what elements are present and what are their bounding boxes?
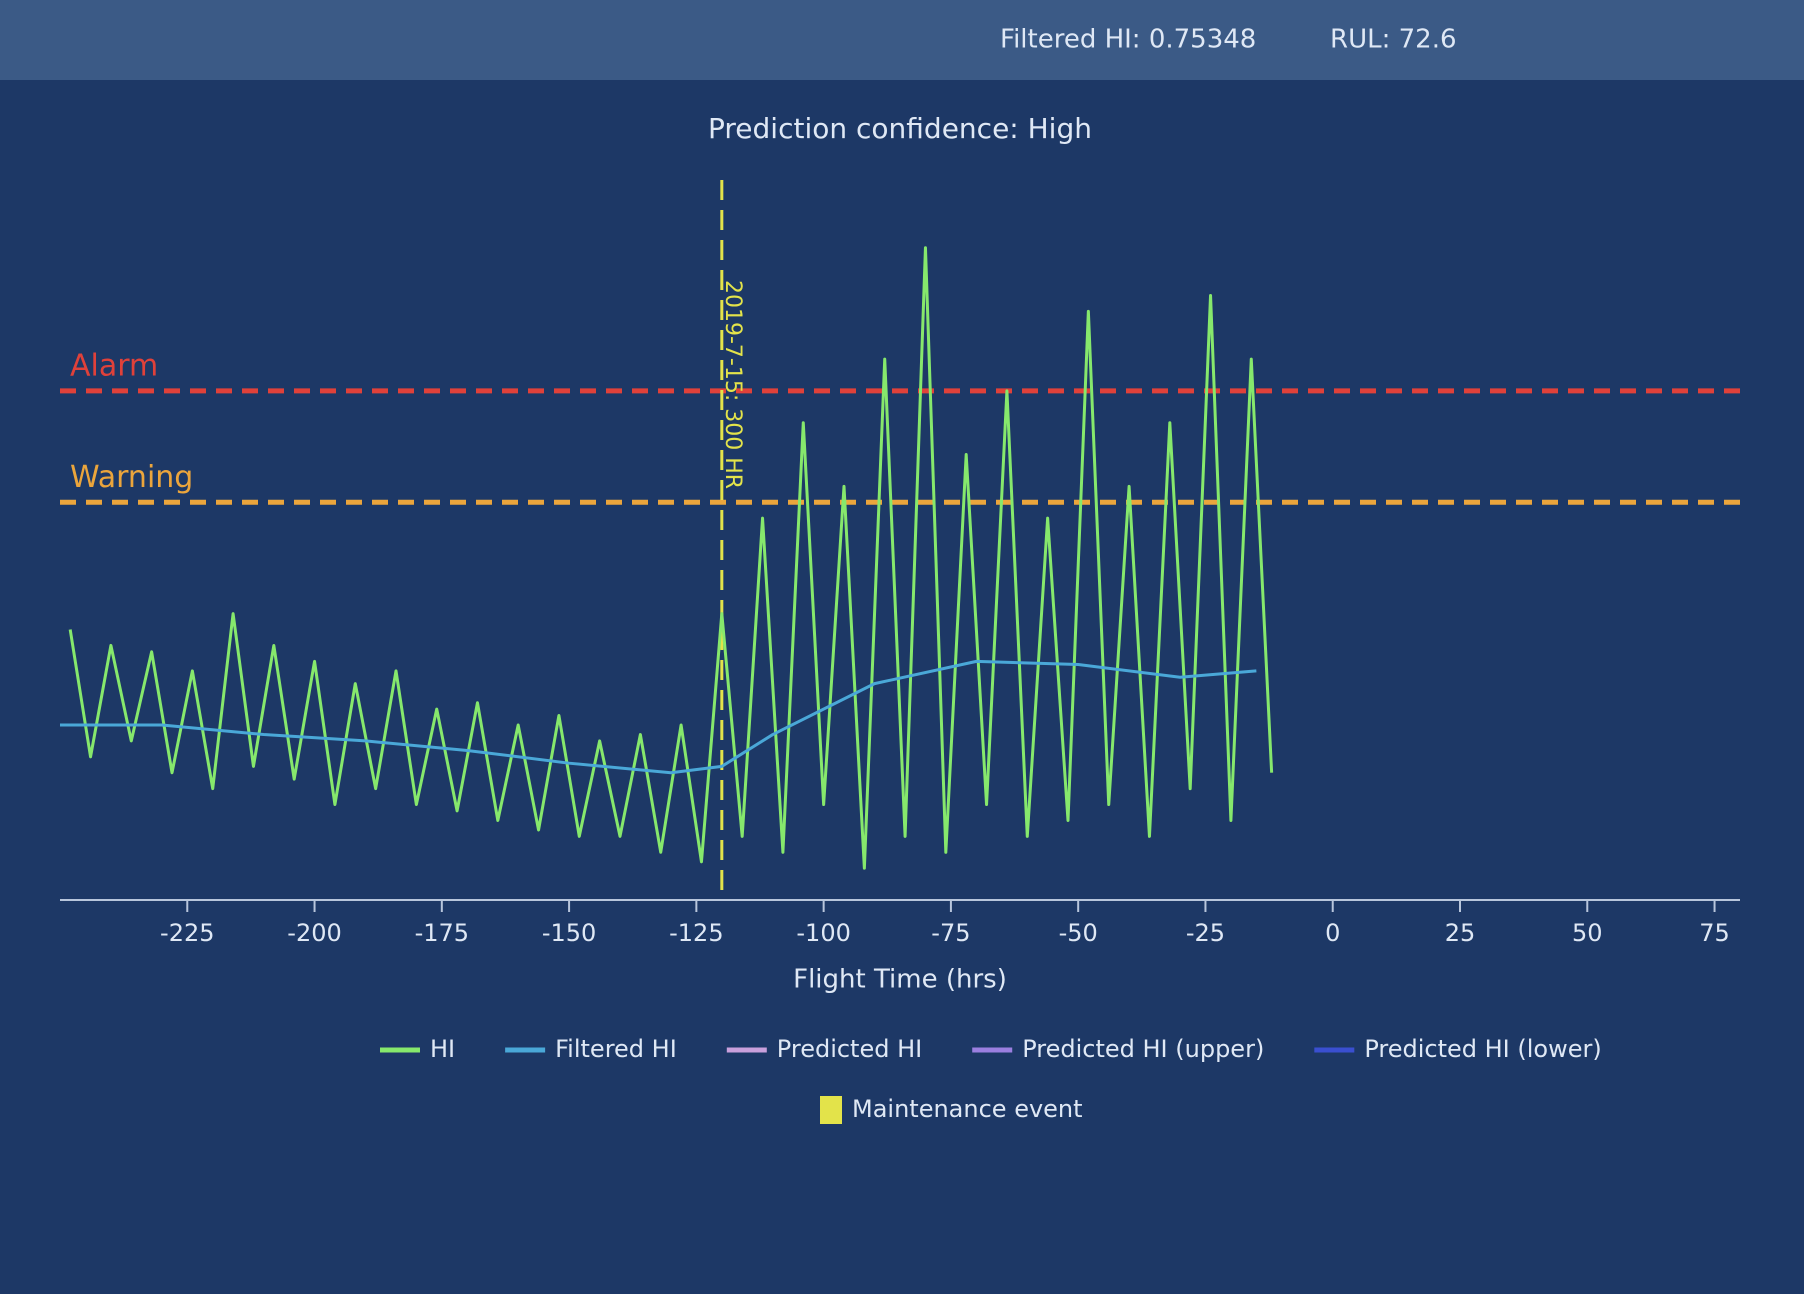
x-tick-label: 0 [1325, 919, 1340, 947]
x-tick-label: 50 [1572, 919, 1603, 947]
series-line [68, 246, 1274, 870]
legend-swatch [820, 1096, 842, 1124]
threshold-label: Warning [70, 460, 193, 495]
x-tick-label: -50 [1059, 919, 1098, 947]
header-bar [0, 0, 1804, 80]
legend-label: Predicted HI (upper) [1022, 1035, 1264, 1063]
x-tick-label: -225 [160, 919, 214, 947]
status-text: Filtered HI: 0.75348 [1000, 25, 1256, 55]
x-tick-label: -150 [542, 919, 596, 947]
x-tick-label: -200 [287, 919, 341, 947]
x-tick-label: -25 [1186, 919, 1225, 947]
threshold-label: Alarm [70, 348, 158, 383]
x-tick-label: -75 [931, 919, 970, 947]
event-label: 2019-7-15: 300 HR [720, 280, 745, 489]
legend-label: Predicted HI (lower) [1364, 1035, 1601, 1063]
series-line [60, 659, 1257, 775]
x-axis-label: Flight Time (hrs) [793, 965, 1007, 995]
x-tick-label: 75 [1699, 919, 1730, 947]
legend-label: Filtered HI [555, 1035, 677, 1063]
x-tick-label: 25 [1445, 919, 1476, 947]
legend-label: Maintenance event [852, 1095, 1083, 1123]
legend-label: Predicted HI [777, 1035, 922, 1063]
legend-label: HI [430, 1035, 455, 1063]
x-tick-label: -125 [669, 919, 723, 947]
x-tick-label: -175 [415, 919, 469, 947]
subtitle: Prediction confidence: High [708, 112, 1092, 145]
x-tick-label: -100 [796, 919, 850, 947]
rul-text: RUL: 72.6 [1330, 25, 1457, 55]
